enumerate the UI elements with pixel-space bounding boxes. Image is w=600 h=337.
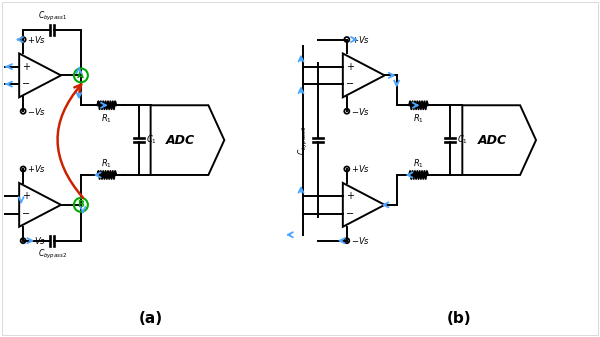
Text: $C_{bypass2}$: $C_{bypass2}$ (38, 248, 67, 261)
Text: $R_1$: $R_1$ (101, 157, 112, 170)
Text: $C_1$: $C_1$ (146, 134, 157, 146)
Text: +: + (22, 62, 30, 72)
Text: +$Vs$: +$Vs$ (351, 34, 370, 45)
Text: B: B (77, 201, 85, 209)
Text: −$Vs$: −$Vs$ (351, 106, 370, 117)
Text: (b): (b) (447, 311, 472, 326)
Text: −$Vs$: −$Vs$ (27, 106, 46, 117)
Text: −: − (22, 209, 30, 219)
Text: ADC: ADC (478, 133, 507, 147)
Text: $R_1$: $R_1$ (413, 157, 424, 170)
Text: −: − (346, 79, 354, 89)
Text: $C_1$: $C_1$ (457, 134, 469, 146)
Text: +: + (22, 191, 30, 201)
Text: +: + (346, 191, 354, 201)
Text: −: − (22, 79, 30, 89)
Text: +$Vs$: +$Vs$ (27, 34, 46, 45)
Text: +$Vs$: +$Vs$ (27, 163, 46, 175)
Text: ADC: ADC (166, 133, 195, 147)
Text: $C_{bypass3}$: $C_{bypass3}$ (297, 126, 310, 155)
Text: $R_1$: $R_1$ (413, 112, 424, 125)
Text: $R_1$: $R_1$ (101, 112, 112, 125)
Text: +$Vs$: +$Vs$ (351, 163, 370, 175)
Text: (a): (a) (139, 311, 163, 326)
Text: +: + (346, 62, 354, 72)
Text: −$Vs$: −$Vs$ (351, 235, 370, 246)
Text: −: − (346, 209, 354, 219)
Text: A: A (77, 71, 85, 80)
Text: −$Vs$: −$Vs$ (27, 235, 46, 246)
Text: $C_{bypass1}$: $C_{bypass1}$ (38, 9, 67, 23)
